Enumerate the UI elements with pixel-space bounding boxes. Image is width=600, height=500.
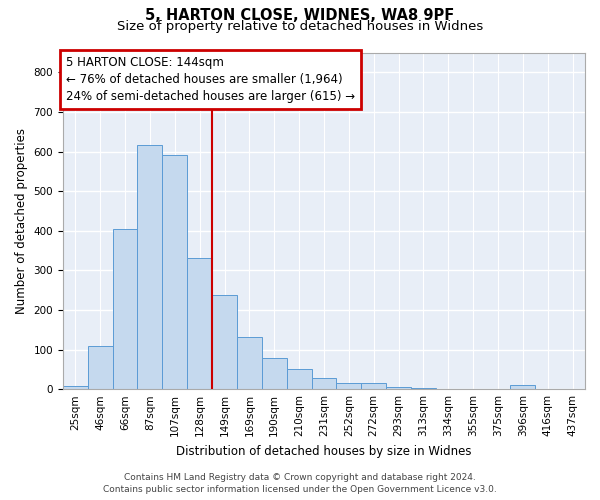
Bar: [511, 385, 535, 389]
Bar: [237, 337, 262, 389]
Bar: [337, 383, 361, 389]
Text: 5 HARTON CLOSE: 144sqm
← 76% of detached houses are smaller (1,964)
24% of semi-: 5 HARTON CLOSE: 144sqm ← 76% of detached…: [65, 56, 355, 103]
X-axis label: Distribution of detached houses by size in Widnes: Distribution of detached houses by size …: [176, 444, 472, 458]
Text: 5, HARTON CLOSE, WIDNES, WA8 9PF: 5, HARTON CLOSE, WIDNES, WA8 9PF: [145, 8, 455, 22]
Bar: [187, 258, 212, 389]
Bar: [88, 346, 113, 389]
Bar: [386, 387, 411, 389]
Bar: [262, 358, 287, 389]
Bar: [212, 295, 237, 389]
Bar: [361, 383, 386, 389]
Text: Size of property relative to detached houses in Widnes: Size of property relative to detached ho…: [117, 20, 483, 33]
Y-axis label: Number of detached properties: Number of detached properties: [15, 128, 28, 314]
Bar: [137, 145, 163, 389]
Text: Contains HM Land Registry data © Crown copyright and database right 2024.
Contai: Contains HM Land Registry data © Crown c…: [103, 472, 497, 494]
Bar: [311, 378, 337, 389]
Bar: [113, 229, 137, 389]
Bar: [411, 388, 436, 389]
Bar: [287, 368, 311, 389]
Bar: [63, 386, 88, 389]
Bar: [163, 154, 187, 389]
